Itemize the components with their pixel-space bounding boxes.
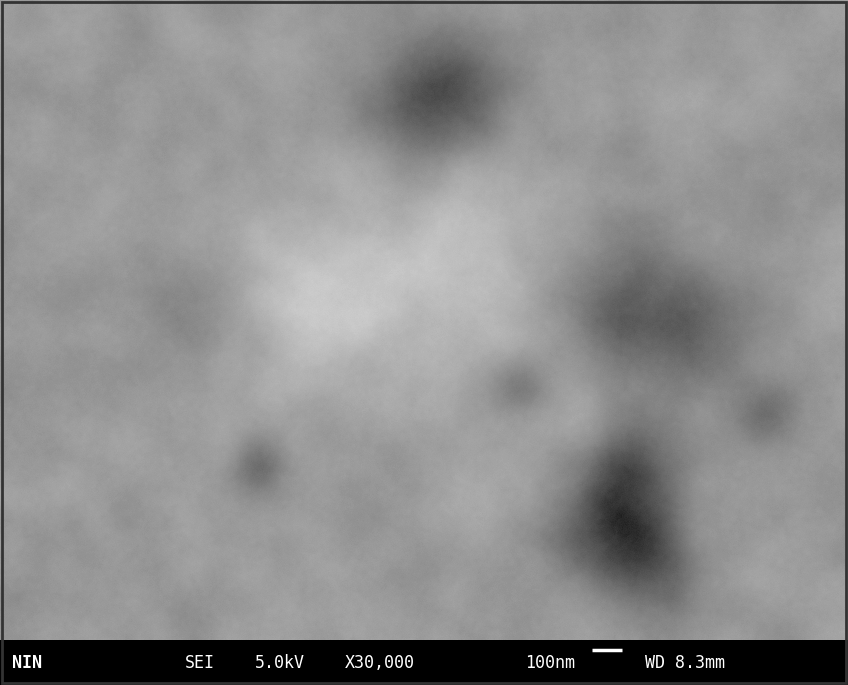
Text: X30,000: X30,000 (345, 653, 415, 671)
Text: WD 8.3mm: WD 8.3mm (645, 653, 725, 671)
Text: 5.0kV: 5.0kV (255, 653, 305, 671)
Text: 100nm: 100nm (525, 654, 575, 673)
Text: SEI: SEI (185, 653, 215, 671)
Text: NIN: NIN (12, 653, 42, 671)
